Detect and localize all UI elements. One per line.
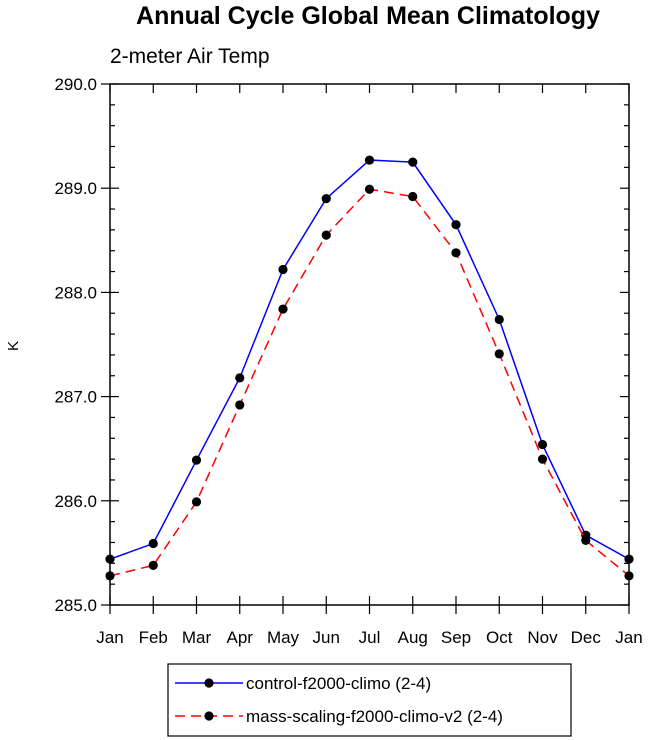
x-tick-label: Jun (313, 628, 340, 647)
x-tick-label: Aug (398, 628, 428, 647)
series-1-point (278, 264, 288, 275)
series-2-point (148, 560, 158, 571)
x-tick-label: Feb (139, 628, 168, 647)
series-2-point (321, 230, 331, 240)
x-tick-label: Oct (486, 628, 513, 647)
y-tick-label: 288.0 (54, 283, 97, 302)
series-2-point (278, 304, 288, 314)
legend-marker-2 (204, 711, 214, 721)
y-tick-label: 290.0 (54, 75, 97, 94)
y-tick-label: 286.0 (54, 492, 97, 511)
tick-labels: 285.0 286.0 287.0 288.0 289.0 290.0 Jan Feb Mar A… (54, 75, 642, 647)
series-2-point (624, 571, 634, 581)
series-1-point (537, 439, 548, 450)
legend-box (167, 663, 572, 737)
series-2-point (494, 349, 504, 359)
x-tick-label: Apr (227, 628, 254, 647)
x-tick-label: Sep (441, 628, 471, 647)
y-tick-label: 285.0 (54, 596, 97, 615)
series-1-point (191, 455, 202, 465)
axis-ticks (101, 83, 630, 614)
series-2-point (105, 571, 115, 581)
x-tick-label: Nov (527, 628, 558, 647)
series-1-point (364, 155, 375, 165)
series-line-1 (109, 159, 630, 560)
series-2-point (537, 454, 548, 464)
series-2-point (581, 535, 591, 545)
series-1-point (451, 220, 461, 230)
series-2-point (408, 191, 418, 202)
series-1-point (235, 373, 245, 383)
series-1-point (624, 554, 634, 564)
legend: control-f2000-climo (2-4) mass-scaling-f2… (167, 663, 572, 737)
series-layer (105, 155, 634, 581)
legend-marker-1 (204, 678, 214, 688)
x-tick-label: Dec (571, 628, 602, 647)
series-2-point (191, 497, 202, 507)
x-tick-label: Jan (96, 628, 123, 647)
series-line-2 (109, 188, 630, 577)
series-1-point (321, 194, 331, 204)
legend-label-2: mass-scaling-f2000-climo-v2 (2-4) (246, 707, 503, 726)
x-tick-label: Mar (182, 628, 212, 647)
x-tick-label: Jul (359, 628, 381, 647)
legend-label-1: control-f2000-climo (2-4) (246, 674, 431, 693)
chart-title: Annual Cycle Global Mean Climatology (136, 2, 600, 30)
y-tick-label: 289.0 (54, 179, 97, 198)
y-tick-label: 287.0 (54, 388, 97, 407)
series-1-point (408, 157, 418, 167)
y-axis-label: K (5, 341, 22, 351)
series-1-point (494, 314, 504, 325)
series-2-point (235, 400, 245, 410)
x-tick-label: May (267, 628, 300, 647)
series-2-point (364, 184, 375, 194)
x-tick-label: Jan (615, 628, 642, 647)
series-2-point (451, 248, 461, 258)
chart-subtitle: 2-meter Air Temp (110, 45, 270, 68)
series-1-point (148, 538, 158, 549)
series-1-point (105, 554, 115, 564)
